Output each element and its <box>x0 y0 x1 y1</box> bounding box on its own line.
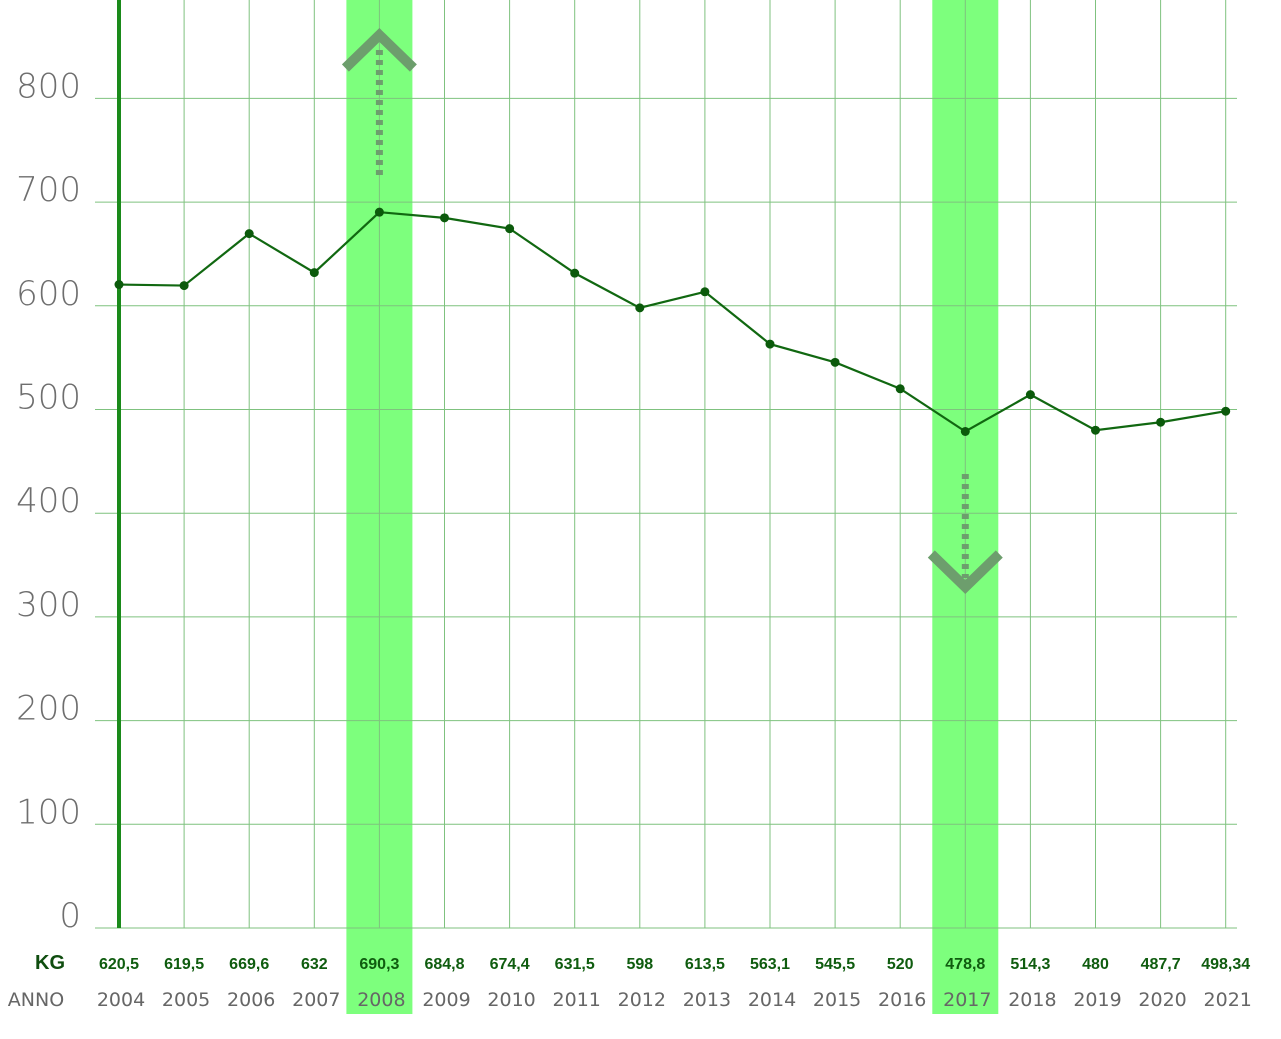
series-line <box>118 211 1226 433</box>
data-point-2008 <box>374 207 384 217</box>
y-tick-300: 300 <box>16 585 81 625</box>
data-point-2004 <box>114 280 124 290</box>
year-label-2012: 2012 <box>618 989 666 1011</box>
kg-value-2015: 545,5 <box>815 956 855 973</box>
data-point-2016 <box>895 384 905 394</box>
kg-value-2011: 631,5 <box>555 956 595 973</box>
data-point-2012 <box>635 303 645 313</box>
data-point-2020 <box>1156 417 1166 427</box>
year-label-2007: 2007 <box>292 989 340 1011</box>
year-label-2016: 2016 <box>878 989 926 1011</box>
kg-value-2020: 487,7 <box>1141 956 1181 973</box>
data-point-2021 <box>1221 406 1231 416</box>
kg-value-2012: 598 <box>626 956 653 973</box>
data-point-2011 <box>570 268 580 278</box>
data-point-2005 <box>179 281 189 291</box>
trend-arrows <box>341 28 1003 594</box>
year-label-2018: 2018 <box>1008 989 1056 1011</box>
data-point-2014 <box>765 339 775 349</box>
y-tick-600: 600 <box>16 274 81 314</box>
y-tick-500: 500 <box>16 378 81 418</box>
data-point-2007 <box>309 268 319 278</box>
down-arrow-icon <box>927 550 1003 594</box>
kg-value-2018: 514,3 <box>1010 956 1050 973</box>
year-label-2019: 2019 <box>1073 989 1121 1011</box>
kg-value-2004: 620,5 <box>99 956 139 973</box>
data-point-2017 <box>960 426 970 436</box>
kg-value-2013: 613,5 <box>685 956 725 973</box>
year-label-2004: 2004 <box>97 989 145 1011</box>
year-label-2017: 2017 <box>943 989 991 1011</box>
year-label-2008: 2008 <box>357 989 405 1011</box>
year-label-2005: 2005 <box>162 989 210 1011</box>
data-point-2010 <box>505 224 515 234</box>
y-tick-800: 800 <box>16 66 81 106</box>
data-point-2018 <box>1025 390 1035 400</box>
kg-row-label: KG <box>35 952 65 974</box>
kg-value-labels: 620,5 619,5 669,6 632 690,3 684,8 674,4 631,5 59… <box>99 956 1250 973</box>
data-point-2009 <box>440 213 449 223</box>
year-label-2006: 2006 <box>227 989 275 1011</box>
data-point-2006 <box>244 229 254 239</box>
up-arrow-icon <box>341 28 417 72</box>
grid-lines <box>95 0 1237 929</box>
y-axis-ticks: 0 100 200 300 400 500 600 700 800 <box>16 66 81 936</box>
anno-row-label: ANNO <box>8 989 64 1011</box>
year-labels: 2004 2005 2006 2007 2008 2009 2010 2011 2012 2013… <box>97 989 1252 1011</box>
kg-value-2008: 690,3 <box>359 956 399 973</box>
year-label-2020: 2020 <box>1138 989 1186 1011</box>
data-point-2013 <box>700 287 710 297</box>
kg-value-2005: 619,5 <box>164 956 204 973</box>
data-point-2015 <box>830 357 840 367</box>
kg-value-2009: 684,8 <box>424 956 464 973</box>
year-label-2011: 2011 <box>553 989 601 1011</box>
kg-value-2016: 520 <box>887 956 914 973</box>
year-label-2010: 2010 <box>487 989 535 1011</box>
y-tick-100: 100 <box>16 792 81 832</box>
kg-value-2017: 478,8 <box>945 956 985 973</box>
y-tick-400: 400 <box>16 481 81 521</box>
kg-value-2019: 480 <box>1082 956 1109 973</box>
kg-value-2007: 632 <box>301 956 328 973</box>
year-label-2021: 2021 <box>1204 989 1252 1011</box>
year-label-2013: 2013 <box>683 989 731 1011</box>
y-tick-200: 200 <box>16 689 81 729</box>
year-label-2009: 2009 <box>422 989 470 1011</box>
kg-value-2014: 563,1 <box>750 956 790 973</box>
kg-value-2006: 669,6 <box>229 956 269 973</box>
data-point-2019 <box>1091 425 1100 435</box>
year-label-2015: 2015 <box>813 989 861 1011</box>
year-label-2014: 2014 <box>748 989 796 1011</box>
kg-value-2010: 674,4 <box>490 956 530 973</box>
data-points <box>114 207 1231 436</box>
kg-value-2021: 498,34 <box>1201 956 1250 973</box>
y-tick-0: 0 <box>59 896 81 936</box>
y-tick-700: 700 <box>16 170 81 210</box>
